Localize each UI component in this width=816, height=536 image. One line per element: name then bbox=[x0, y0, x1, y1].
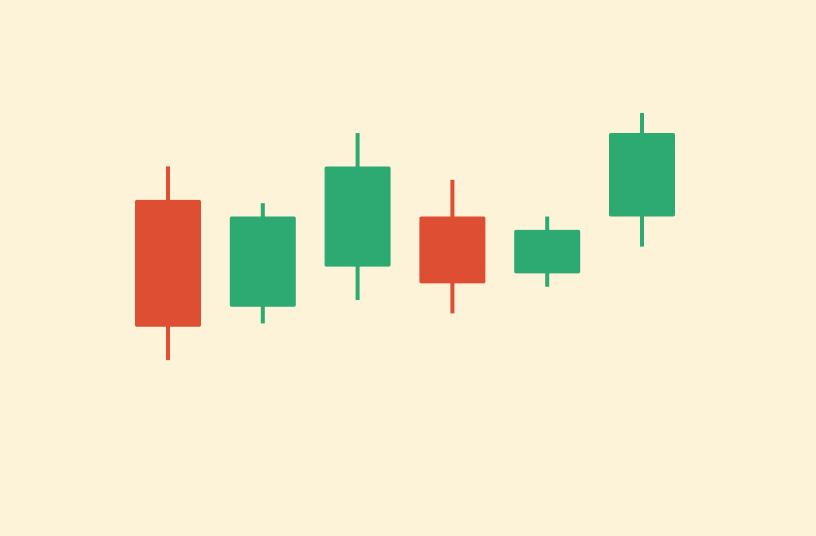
candle-5 bbox=[514, 216, 581, 287]
candle-body-up bbox=[324, 166, 391, 267]
candle-4 bbox=[419, 179, 486, 314]
candle-3 bbox=[324, 133, 391, 301]
candles-group bbox=[135, 113, 675, 361]
candle-6 bbox=[609, 113, 675, 247]
candle-body-up bbox=[609, 133, 675, 217]
candle-2 bbox=[229, 203, 296, 324]
candle-body-up bbox=[514, 229, 581, 274]
candle-body-down bbox=[419, 216, 486, 284]
candle-1 bbox=[135, 166, 201, 361]
candle-body-up bbox=[229, 216, 296, 307]
candle-body-down bbox=[135, 199, 201, 327]
